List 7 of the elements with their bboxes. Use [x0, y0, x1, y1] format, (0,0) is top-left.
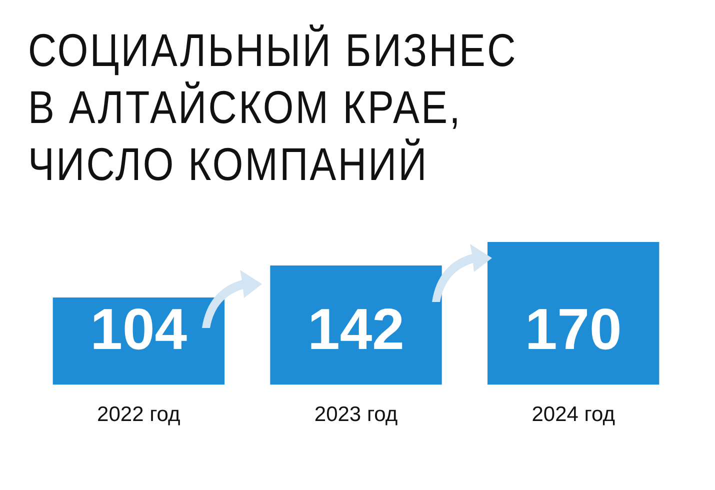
chart-title: СОЦИАЛЬНЫЙ БИЗНЕС В АЛТАЙСКОМ КРАЕ, ЧИСЛО КОМПАНИЙ: [28, 23, 518, 192]
data-label: 170: [524, 296, 622, 362]
data-label: 104: [90, 296, 188, 362]
x-tick-label: 2024 год: [532, 403, 615, 426]
x-tick-label: 2023 год: [314, 403, 398, 426]
x-tick-label: 2022 год: [97, 403, 180, 426]
data-label: 142: [308, 296, 404, 362]
